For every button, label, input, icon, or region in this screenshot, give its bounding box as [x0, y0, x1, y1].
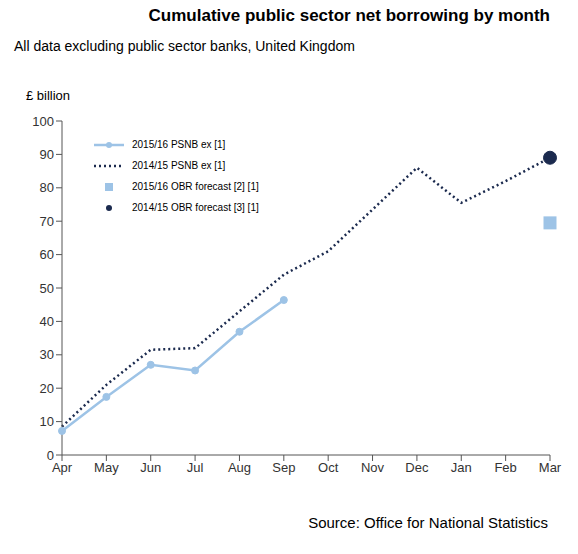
svg-text:Jan: Jan [451, 460, 472, 475]
svg-text:Aug: Aug [228, 460, 251, 475]
svg-text:100: 100 [32, 114, 54, 129]
svg-text:Oct: Oct [318, 460, 339, 475]
html-text:Source: Office for National St: Source: Office for National Statistics [308, 514, 548, 531]
svg-text:May: May [94, 460, 119, 475]
svg-text:Nov: Nov [361, 460, 385, 475]
svg-text:60: 60 [40, 247, 54, 262]
html-text:2015/16 PSNB ex [1]: 2015/16 PSNB ex [1] [132, 139, 226, 150]
svg-text:0: 0 [47, 448, 54, 463]
html-text:All data excluding public sect: All data excluding public sector banks, … [14, 38, 355, 54]
svg-text:30: 30 [40, 347, 54, 362]
svg-text:Apr: Apr [52, 460, 73, 475]
svg-text:50: 50 [40, 281, 54, 296]
svg-text:Jun: Jun [140, 460, 161, 475]
svg-text:20: 20 [40, 381, 54, 396]
svg-text:Mar: Mar [539, 460, 562, 475]
svg-text:Feb: Feb [494, 460, 516, 475]
svg-text:Jul: Jul [187, 460, 204, 475]
html-text:Cumulative public sector net b: Cumulative public sector net borrowing b… [148, 6, 550, 25]
svg-text:90: 90 [40, 147, 54, 162]
html-text:2014/15 OBR forecast [3] [1]: 2014/15 OBR forecast [3] [1] [132, 202, 259, 213]
svg-text:80: 80 [40, 180, 54, 195]
svg-text:10: 10 [40, 414, 54, 429]
svg-text:Sep: Sep [272, 460, 295, 475]
svg-text:70: 70 [40, 214, 54, 229]
html-text:£ billion: £ billion [26, 88, 71, 103]
html-text:2015/16 OBR forecast [2] [1]: 2015/16 OBR forecast [2] [1] [132, 181, 259, 192]
html-text:2014/15 PSNB ex [1]: 2014/15 PSNB ex [1] [132, 160, 226, 171]
svg-text:40: 40 [40, 314, 54, 329]
svg-text:Dec: Dec [405, 460, 429, 475]
